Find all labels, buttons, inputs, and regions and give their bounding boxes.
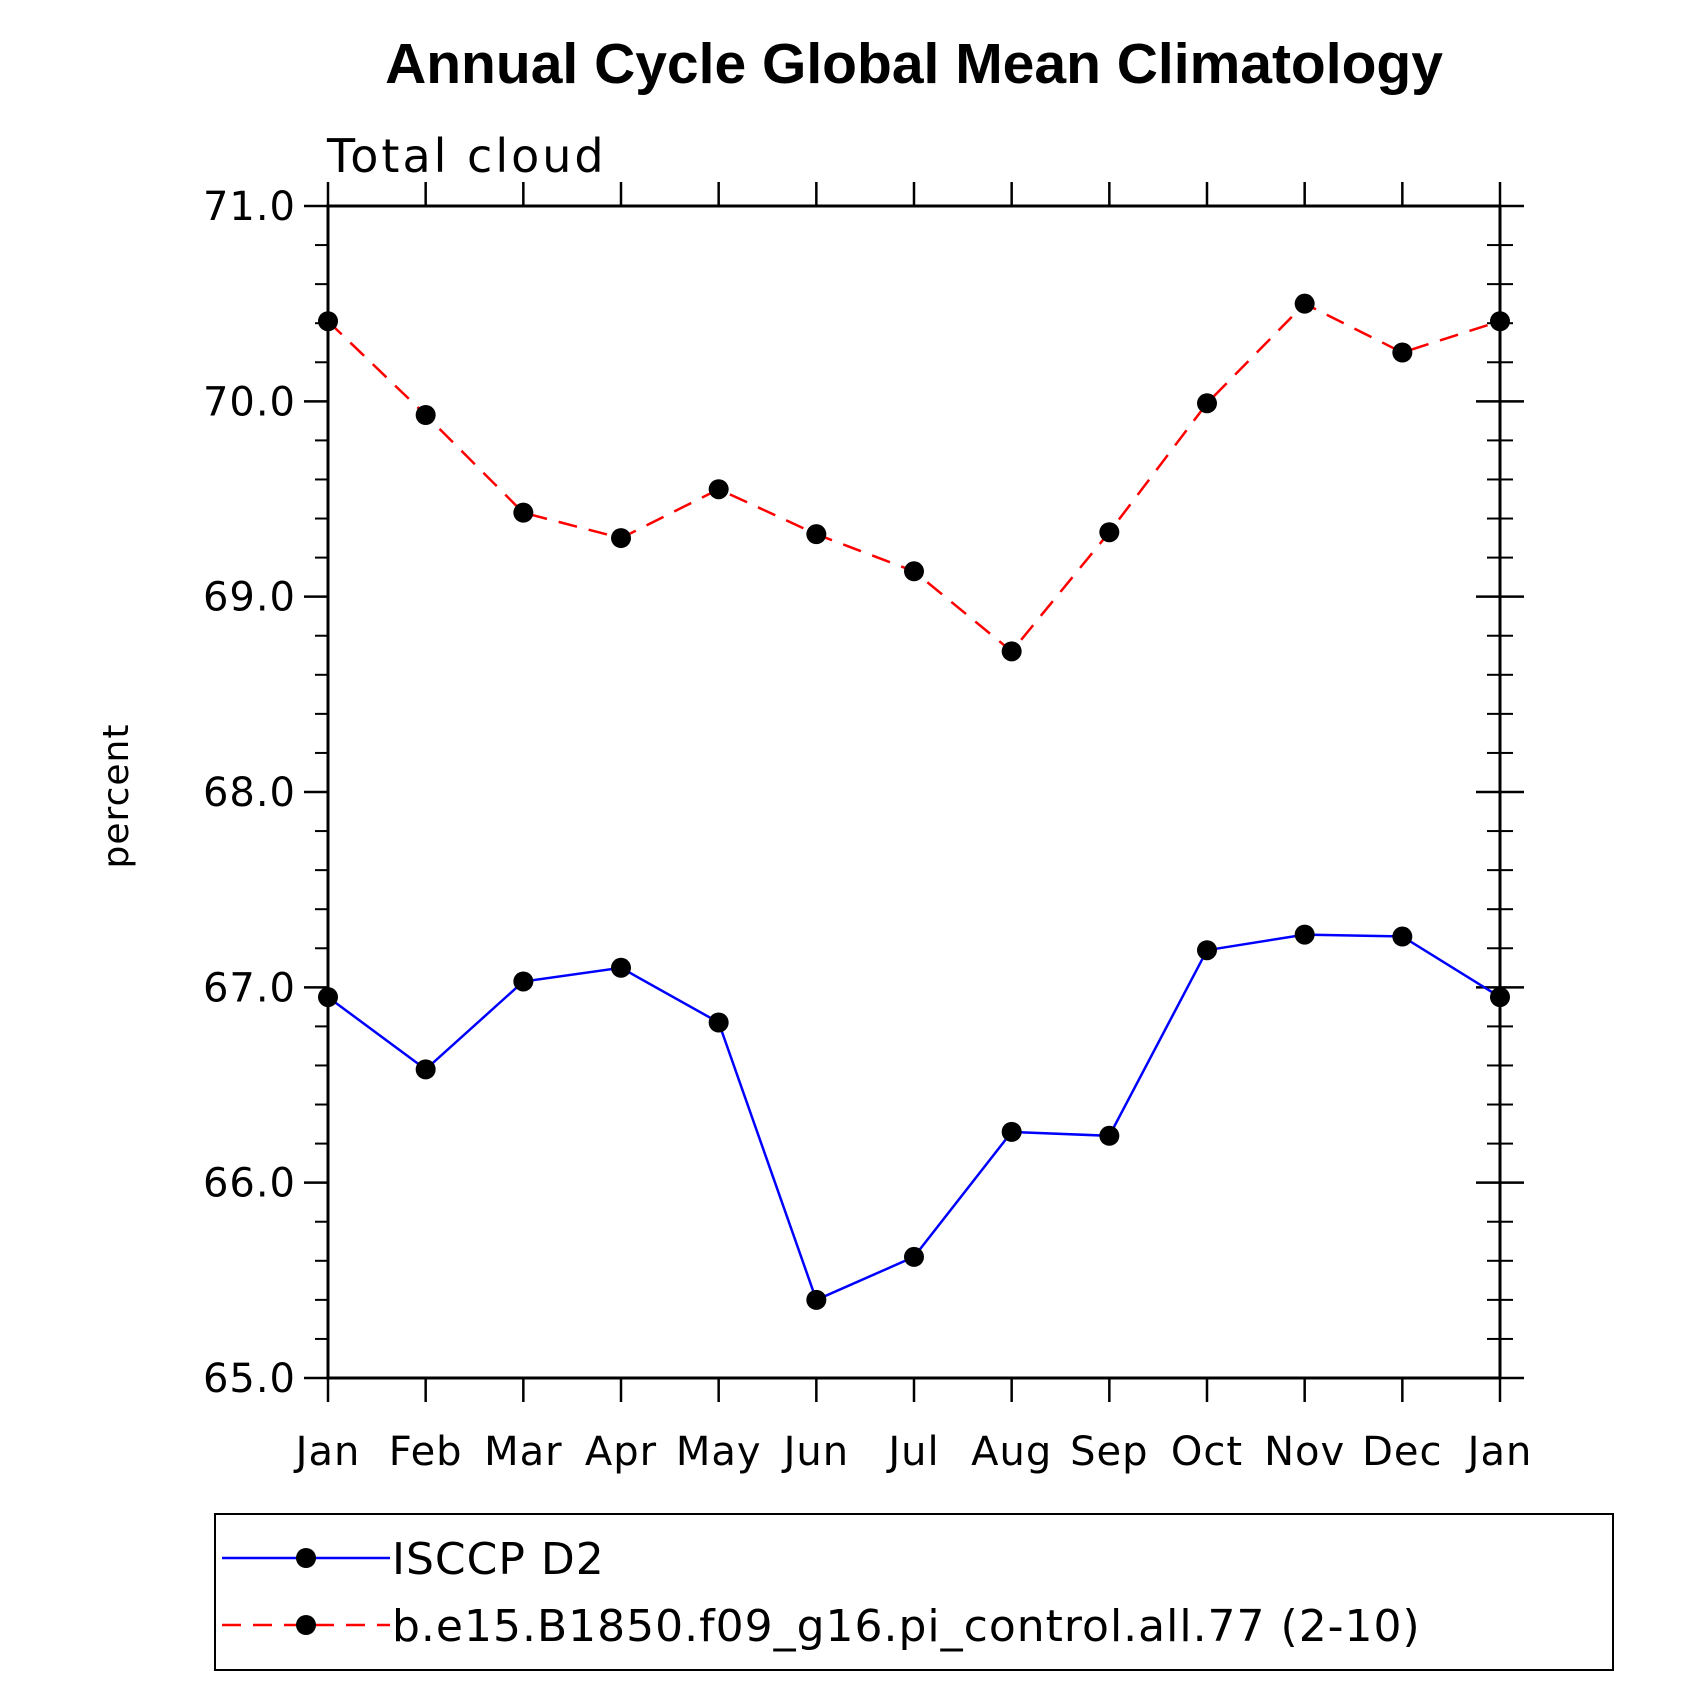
series-1-point [708,1012,729,1033]
series-1-point [1197,940,1217,961]
series-2-point [318,311,338,332]
series-line-1 [327,933,1501,1302]
x-tick-label: May [676,1429,762,1475]
series-2-point [611,528,631,549]
y-tick-label: 66.0 [203,1161,296,1207]
series-1-point [611,957,631,978]
x-tick-label: Nov [1264,1429,1345,1475]
x-tick-label: Sep [1070,1429,1148,1475]
series-2-point [1197,393,1217,414]
x-tick-label: Feb [389,1429,463,1475]
y-tick-label: 70.0 [203,379,296,425]
series-1-point [415,1059,436,1080]
series-1-point [1490,987,1510,1008]
series-2-point [1392,342,1413,363]
x-tick-label: Aug [971,1429,1052,1475]
series-2-point [1001,641,1022,662]
y-axis-tick-labels: 65.0 66.0 67.0 68.0 69.0 70.0 71.0 [203,184,296,1402]
series-2-point [1294,293,1315,314]
series-2-point [708,479,729,500]
series-1-point [1392,926,1413,947]
axis-ticks [304,182,1524,1402]
x-tick-label: Jul [885,1429,939,1475]
series-2-point [806,524,827,545]
chart-subtitle: Total cloud [326,129,607,183]
series-1-point [513,971,534,992]
x-tick-label: Jan [293,1429,361,1475]
legend-label-series-1: ISCCP D2 [392,1534,605,1585]
series-layer [318,293,1510,1310]
y-tick-label: 65.0 [203,1356,296,1402]
chart-title: Annual Cycle Global Mean Climatology [385,32,1443,96]
x-axis-tick-labels: Jan Feb Mar Apr May Jun Jul Aug Sep Oct Nov Dec Jan [293,1429,1533,1475]
series-line-2 [327,302,1501,654]
legend-label-series-2: b.e15.B1850.f09_g16.pi_control.all.77 (2… [392,1601,1421,1652]
legend-marker-series-2 [296,1615,316,1635]
legend-box [214,1513,1614,1671]
series-2-point [1099,522,1120,543]
y-tick-label: 67.0 [203,965,296,1011]
legend: ISCCP D2 b.e15.B1850.f09_g16.pi_control.… [214,1513,1614,1671]
y-tick-label: 68.0 [203,770,296,816]
x-tick-label: Jan [1465,1429,1533,1475]
plot-frame [326,204,1502,1380]
x-tick-label: Mar [484,1429,562,1475]
series-2-point [415,405,436,426]
series-1-point [1294,924,1315,945]
series-1-point [1001,1121,1022,1142]
series-2-point [513,502,534,523]
x-tick-label: Oct [1171,1429,1243,1475]
x-tick-label: Dec [1362,1429,1442,1475]
x-tick-label: Jun [781,1429,850,1475]
series-2-point [904,561,924,582]
series-1-point [904,1246,924,1267]
x-tick-label: Apr [585,1429,657,1475]
series-1-point [806,1289,827,1310]
y-tick-label: 71.0 [203,184,296,230]
series-2-point [1490,311,1510,332]
legend-marker-series-1 [296,1548,316,1568]
y-axis-label: percent [96,724,137,869]
series-1-point [1099,1125,1120,1146]
series-1-point [318,987,338,1008]
y-tick-label: 69.0 [203,575,296,621]
